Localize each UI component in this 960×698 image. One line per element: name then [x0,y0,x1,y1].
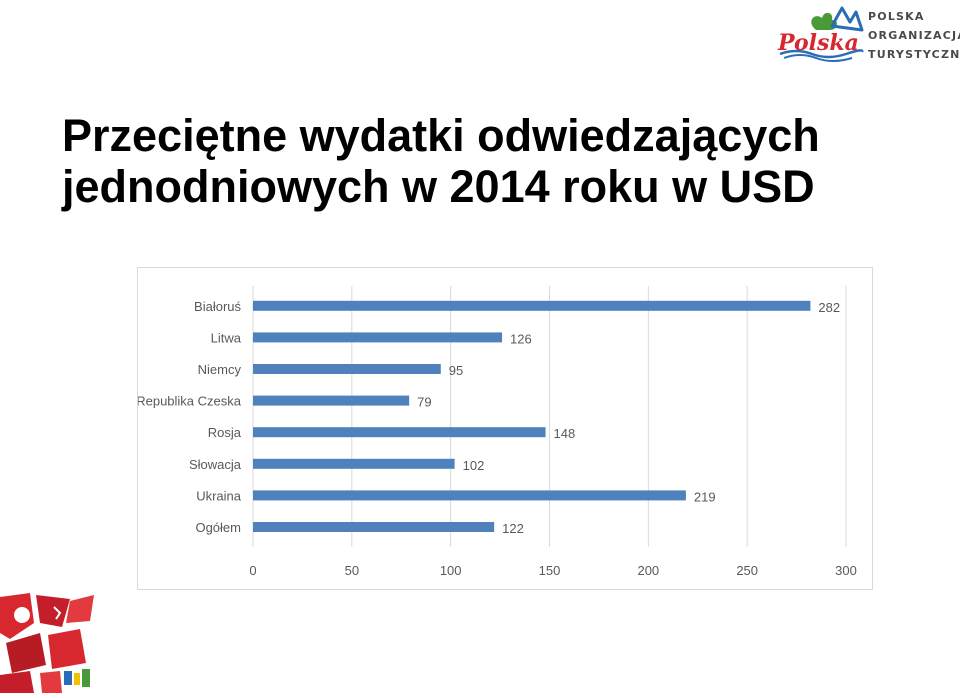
organization-line-2: ORGANIZACJA [868,29,960,42]
x-tick-label: 100 [440,563,462,578]
category-label: Republika Czeska [138,394,242,409]
x-tick-label: 50 [345,563,359,578]
category-label: Niemcy [198,362,242,377]
polska-logo-mark: Polska [777,6,864,62]
polska-logo: Polska POLSKA ORGANIZACJA TURYSTYCZNA [776,4,960,62]
category-label: Ukraina [196,488,242,503]
bar-chart: 0 50 100 150 200 250 300 Białoruś 282 Litwa 126 Nie… [138,286,857,578]
bar [253,490,686,501]
category-label: Ogółem [195,520,241,535]
bar [253,332,503,343]
bar [253,427,546,438]
page-title: Przeciętne wydatki odwiedzających jednod… [62,110,942,212]
data-label: 219 [694,489,716,504]
category-label: Litwa [211,330,242,345]
x-tick-label: 150 [539,563,561,578]
bar [253,522,495,532]
category-label: Białoruś [194,299,241,314]
data-label: 148 [554,426,576,441]
data-label: 282 [818,300,840,315]
poster-art-graphic [0,593,96,693]
organization-line-1: POLSKA [868,10,925,23]
bar [253,458,455,469]
organization-name: POLSKA ORGANIZACJA TURYSTYCZNA [868,7,960,64]
data-label: 95 [449,363,463,378]
chart-frame: 0 50 100 150 200 250 300 Białoruś 282 Litwa 126 Nie… [137,267,873,590]
x-tick-label: 0 [249,563,256,578]
page-title-line-1: Przeciętne wydatki odwiedzających [62,110,820,161]
bar [253,300,811,311]
x-tick-label: 300 [835,563,857,578]
data-label: 102 [463,458,485,473]
category-label: Słowacja [189,457,242,472]
decorative-poster-art [0,593,96,693]
organization-line-3: TURYSTYCZNA [868,48,960,61]
data-label: 122 [502,521,524,536]
x-tick-label: 250 [736,563,758,578]
bar [253,364,441,374]
data-label: 79 [417,395,431,410]
category-label: Rosja [208,425,242,440]
bar [253,395,410,406]
x-tick-label: 200 [637,563,659,578]
data-label: 126 [510,331,532,346]
page-title-line-2: jednodniowych w 2014 roku w USD [62,161,815,212]
